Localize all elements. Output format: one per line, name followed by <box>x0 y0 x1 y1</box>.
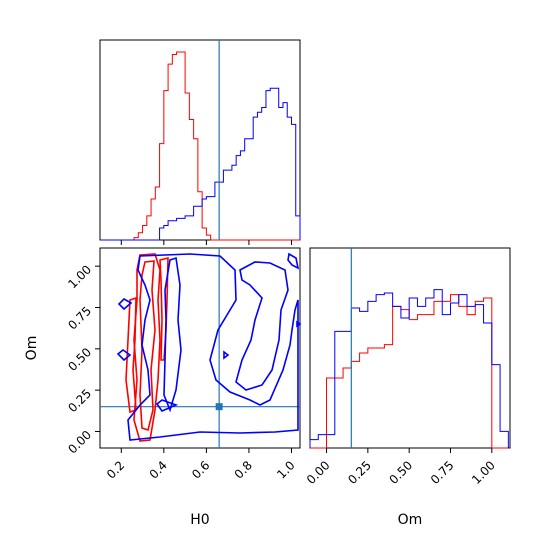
truth-marker <box>215 403 223 411</box>
h0-axis-label: H0 <box>190 512 209 528</box>
h0-marginal-blue-histogram <box>100 87 301 241</box>
blue-contour-3 <box>235 261 289 391</box>
om-x-tick-label-3: 0.75 <box>428 458 457 487</box>
red-contour-4 <box>159 256 169 361</box>
h0-marginal-red-histogram <box>100 51 300 241</box>
joint-x-tick-label-3: 0.8 <box>232 458 255 481</box>
om-x-tick-label-4: 1.00 <box>469 458 498 487</box>
joint-x-tick-label-1: 0.4 <box>147 458 170 481</box>
joint-y-tick-label-0: 0.00 <box>65 428 94 457</box>
om-axis-label: Om <box>398 512 423 528</box>
blue-contour-5 <box>116 348 132 362</box>
joint-y-tick-label-1: 0.25 <box>65 386 94 415</box>
joint-y-tick-label-2: 0.50 <box>65 345 94 374</box>
om-y-axis-label: Om <box>24 336 40 361</box>
joint-y-tick-label-3: 0.75 <box>65 304 94 333</box>
joint-x-tick-label-2: 0.6 <box>189 458 212 481</box>
corner-plot-marks: 0.2 0.4 0.6 0.8 1.0 0.00 0.25 0.50 0.75 1.00 0.00 0… <box>65 40 509 487</box>
joint-x-tick-label-0: 0.2 <box>104 458 127 481</box>
blue-contour-8 <box>223 350 230 360</box>
joint-y-tick-label-4: 1.00 <box>65 262 94 291</box>
om-marginal-frame <box>309 247 511 449</box>
red-contour-2 <box>139 260 156 432</box>
blue-contour-9 <box>296 320 302 328</box>
blue-contour-2 <box>163 256 182 413</box>
blue-contour-4 <box>117 298 133 311</box>
joint-frame <box>99 247 301 449</box>
om-x-tick-label-1: 0.25 <box>345 458 374 487</box>
om-x-tick-label-0: 0.00 <box>304 458 333 487</box>
red-contour-1 <box>133 253 161 442</box>
om-x-tick-label-2: 0.50 <box>387 458 416 487</box>
blue-contour-6 <box>155 399 179 412</box>
corner-plot-static: H0 Om Om <box>24 39 511 528</box>
h0-marginal-frame <box>99 39 301 241</box>
blue-contour-7 <box>287 252 300 270</box>
blue-contour-1 <box>127 253 299 441</box>
om-marginal-blue-histogram <box>309 289 509 448</box>
joint-x-tick-label-4: 1.0 <box>274 458 297 481</box>
